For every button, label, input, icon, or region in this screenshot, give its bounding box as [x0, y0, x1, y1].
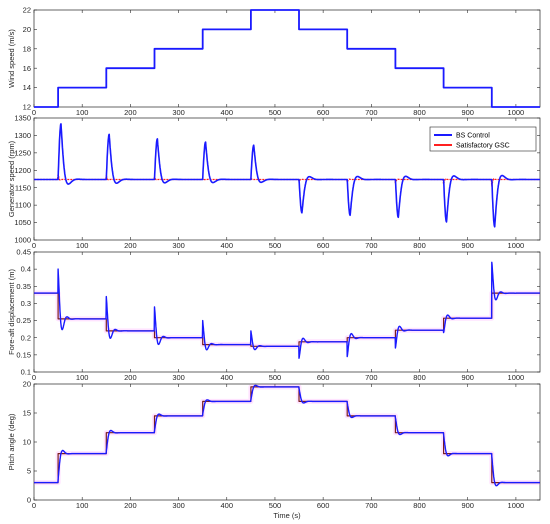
y-tick-label: 16	[23, 64, 31, 73]
x-tick-label: 900	[461, 501, 474, 510]
x-tick-label: 0	[32, 501, 36, 510]
plot-area	[33, 9, 541, 108]
x-tick-label: 0	[32, 241, 36, 250]
y-tick-label: 1250	[14, 148, 31, 157]
y-tick-label: 0.1	[21, 368, 31, 377]
legend-box	[429, 126, 537, 152]
y-tick-label: 1100	[15, 201, 31, 210]
x-tick-label: 600	[317, 373, 330, 382]
x-tick-label: 800	[413, 373, 426, 382]
x-tick-label: 700	[365, 108, 378, 117]
x-tick-label: 400	[221, 501, 234, 510]
x-tick-label: 0	[32, 108, 36, 117]
y-tick-label: 0.45	[16, 248, 31, 257]
x-tick-label: 200	[124, 501, 137, 510]
x-tick-label: 900	[461, 108, 474, 117]
wind-speed-plot: 0 100 200 300 400 500 600 700 800 900 1000 12 14 16 18…	[7, 6, 541, 117]
y-tick-label: 1050	[14, 218, 31, 227]
bs-displacement-line	[33, 261, 541, 359]
x-tick-label: 700	[365, 241, 378, 250]
x-tick-label: 600	[317, 241, 330, 250]
y-tick-label: 1000	[14, 236, 31, 245]
y-tick-label: 18	[23, 44, 31, 53]
x-tick-label: 600	[317, 108, 330, 117]
x-tick-label: 200	[124, 373, 137, 382]
x-tick-label: 1000	[508, 501, 525, 510]
y-tick-label: 12	[23, 103, 31, 112]
x-tick-label: 1000	[508, 108, 525, 117]
y-axis-label: Generator speed (rpm)	[7, 140, 16, 217]
x-axis-label: Time (s)	[273, 511, 301, 520]
y-tick-label: 1200	[14, 166, 31, 175]
x-tick-label: 100	[76, 501, 89, 510]
x-tick-label: 700	[365, 501, 378, 510]
y-tick-label: 15	[23, 409, 31, 418]
x-tick-label: 100	[76, 108, 89, 117]
y-tick-label: 0.15	[16, 350, 31, 359]
x-tick-label: 500	[269, 241, 282, 250]
x-tick-label: 300	[172, 241, 185, 250]
plot-area	[33, 383, 541, 501]
x-tick-label: 900	[461, 373, 474, 382]
x-tick-label: 300	[172, 108, 185, 117]
y-axis-label: Pitch angle (deg)	[7, 413, 16, 470]
y-tick-label: 0.4	[21, 265, 31, 274]
x-tick-label: 800	[413, 108, 426, 117]
y-tick-label: 20	[23, 25, 31, 34]
x-tick-label: 400	[221, 108, 234, 117]
y-tick-label: 1150	[15, 183, 31, 192]
x-tick-label: 100	[76, 373, 89, 382]
x-tick-label: 500	[269, 501, 282, 510]
generator-speed-plot: 0 100 200 300 400 500 600 700 800 900 1000 1000 1050…	[7, 114, 541, 250]
x-tick-label: 500	[269, 108, 282, 117]
legend-entry: Satisfactory GSC	[456, 143, 510, 150]
legend: BS Control Satisfactory GSC	[429, 126, 537, 152]
y-tick-label: 0.25	[16, 316, 31, 325]
x-tick-label: 0	[32, 373, 36, 382]
x-tick-label: 500	[269, 373, 282, 382]
fore-aft-displacement-plot: 0 100 200 300 400 500 600 700 800 900 1000 0.1 0.15 0…	[7, 248, 541, 382]
plot-area	[33, 251, 541, 373]
y-tick-label: 0.2	[21, 333, 31, 342]
legend-entry: BS Control	[456, 133, 490, 140]
pitch-angle-plot: 0 100 200 300 400 500 600 700 800 900 1000 0 5 10 15 20…	[7, 380, 541, 520]
x-tick-label: 100	[76, 241, 89, 250]
x-tick-label: 200	[124, 108, 137, 117]
y-tick-label: 5	[27, 467, 31, 476]
y-tick-label: 14	[23, 83, 31, 92]
x-tick-label: 1000	[508, 241, 525, 250]
wind-speed-line	[34, 9, 540, 108]
y-tick-label: 0.3	[21, 299, 31, 308]
bs-pitch-line	[33, 384, 541, 487]
y-tick-label: 22	[23, 6, 31, 15]
x-tick-label: 600	[317, 501, 330, 510]
bs-speed-line	[33, 123, 541, 228]
x-tick-label: 800	[413, 241, 426, 250]
x-tick-label: 900	[461, 241, 474, 250]
y-tick-label: 0	[27, 496, 31, 505]
x-tick-label: 700	[365, 373, 378, 382]
x-tick-label: 300	[172, 373, 185, 382]
y-tick-label: 1300	[14, 131, 31, 140]
y-axis-label: Fore-aft displacement (m)	[7, 269, 16, 355]
y-tick-label: 20	[23, 380, 31, 389]
y-tick-label: 10	[23, 438, 31, 447]
x-tick-label: 1000	[508, 373, 525, 382]
x-tick-label: 200	[124, 241, 137, 250]
y-axis-label: Wind speed (m/s)	[7, 29, 16, 88]
y-tick-label: 0.35	[16, 282, 31, 291]
y-tick-label: 1350	[14, 114, 31, 123]
x-tick-label: 300	[172, 501, 185, 510]
x-tick-label: 400	[221, 373, 234, 382]
x-tick-label: 800	[413, 501, 426, 510]
x-tick-label: 400	[221, 241, 234, 250]
